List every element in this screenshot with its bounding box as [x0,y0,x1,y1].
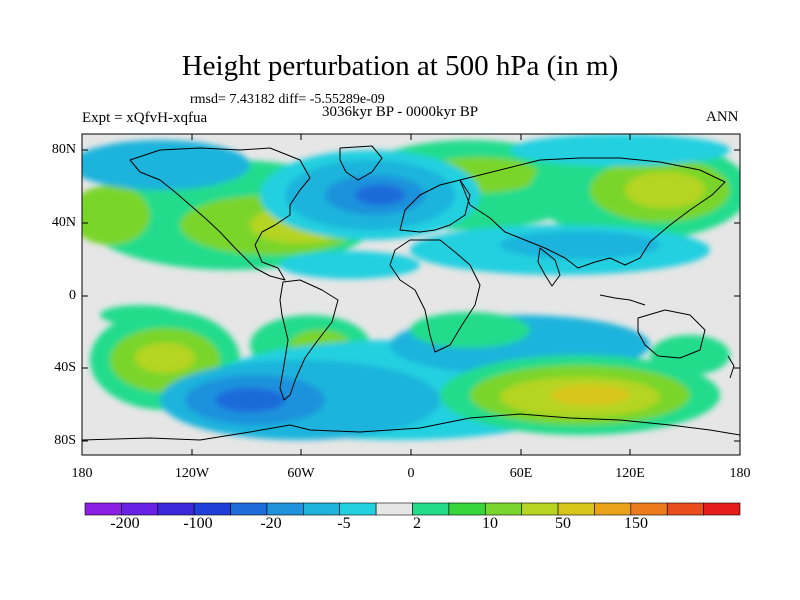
colorbar-label: 10 [482,515,498,532]
colorbar-swatch [230,502,268,516]
lat-label-40s: 40S [54,360,76,375]
colorbar-swatch [266,502,304,516]
period-label: 3036kyr BP - 0000kyr BP [322,104,479,120]
lon-label-120w: 120W [174,466,210,481]
map-title: Height perturbation at 500 hPa (in m) [181,50,619,82]
colorbar-swatch [484,502,522,516]
colorbar-swatch [557,502,595,516]
colorbar-swatch [521,502,559,516]
lat-label-80s: 80S [54,433,76,448]
lon-label-120e: 120E [615,466,645,481]
colorbar-label: 2 [413,515,421,532]
lat-ticks [82,149,740,442]
experiment-label: Expt = xQfvH-xqfua [82,110,208,126]
colorbar-swatch [375,502,413,516]
lon-label-0: 0 [407,466,415,481]
lon-label-60e: 60E [509,466,533,481]
colorbar-swatch [666,502,704,516]
height-field [82,134,740,455]
colorbar-label: -5 [337,515,351,532]
colorbar-swatch [594,502,632,516]
colorbar [84,502,741,516]
colorbar-swatch [630,502,668,516]
stats-text: rmsd= 7.43182 diff= -5.55289e-09 [190,92,385,107]
coastlines [82,145,740,441]
colorbar-label: -20 [260,515,282,532]
lon-label-180w: 180 [71,466,93,481]
season-label: ANN [706,109,739,125]
colorbar-swatch [157,502,195,516]
lon-ticks [81,134,631,455]
colorbar-label: 50 [555,515,571,532]
colorbar-label: -100 [183,515,213,532]
colorbar-swatch [448,502,486,516]
colorbar-swatch [121,502,159,516]
colorbar-swatch [412,502,450,516]
lat-label-40n: 40N [51,215,76,230]
colorbar-swatch [84,502,122,516]
lat-label-80n: 80N [51,142,76,157]
colorbar-label: -200 [110,515,140,532]
colorbar-swatch [193,502,231,516]
colorbar-label: 150 [624,515,648,532]
colorbar-swatch [303,502,341,516]
lon-label-180e: 180 [729,466,751,481]
lat-label-0: 0 [69,288,76,303]
lon-label-60w: 60W [287,466,315,481]
colorbar-swatch [339,502,377,516]
colorbar-swatch [703,502,741,516]
